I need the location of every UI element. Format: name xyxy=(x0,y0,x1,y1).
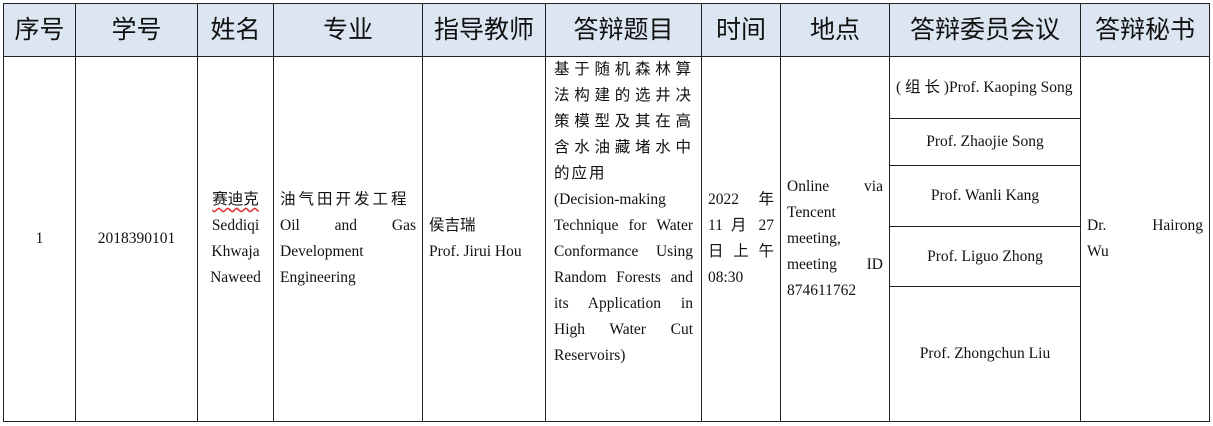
cell-major: 油气田开发工程 Oil and Gas Development Engineer… xyxy=(273,56,423,422)
major-en: Oil and Gas Development Engineering xyxy=(280,217,416,286)
advisor-cn: 侯吉瑞 xyxy=(429,217,476,234)
committee-member: ( 组 长 )Prof. Kaoping Song xyxy=(889,56,1081,119)
committee-row: Prof. Zhaojie Song xyxy=(4,118,1210,166)
header-student-id: 学号 xyxy=(75,3,198,57)
header-time: 时间 xyxy=(701,3,781,57)
table-row: 1 2018390101 赛迪克 Seddiqi Khwaja Naweed 油… xyxy=(3,56,1210,422)
major-cn: 油气田开发工程 xyxy=(280,191,410,208)
committee-member: Prof. Zhongchun Liu xyxy=(889,286,1081,422)
defense-schedule-table: 序号 学号 姓名 专业 指导教师 答辩题目 时间 地点 答辩委员会议 答辩秘书 … xyxy=(3,3,1210,422)
header-secretary: 答辩秘书 xyxy=(1080,3,1210,57)
topic-cn: 基于随机森林算法构建的选井决策模型及其在高含水油藏堵水中的应用 xyxy=(554,61,693,182)
committee-row: Prof. Wanli Kang xyxy=(4,165,1210,227)
committee-member: Prof. Zhaojie Song xyxy=(889,118,1081,166)
cell-index: 1 xyxy=(3,56,76,422)
header-advisor: 指导教师 xyxy=(422,3,546,57)
cell-name: 赛迪克 Seddiqi Khwaja Naweed xyxy=(197,56,274,422)
cell-topic: 基于随机森林算法构建的选井决策模型及其在高含水油藏堵水中的应用 (Decisio… xyxy=(545,56,702,422)
header-index: 序号 xyxy=(3,3,76,57)
committee-member: Prof. Wanli Kang xyxy=(889,165,1081,227)
header-major: 专业 xyxy=(273,3,423,57)
cell-advisor: 侯吉瑞 Prof. Jirui Hou xyxy=(422,56,546,422)
name-en: Seddiqi Khwaja Naweed xyxy=(210,217,261,286)
cell-time: 2022 年 11 月 27 日上午 08:30 xyxy=(701,56,781,422)
cell-secretary: Dr. Hairong Wu xyxy=(1080,56,1210,422)
committee-member: Prof. Liguo Zhong xyxy=(889,226,1081,287)
cell-location: Online via Tencent meeting, meeting ID 8… xyxy=(780,56,890,422)
name-cn: 赛迪克 xyxy=(212,191,259,208)
header-committee: 答辩委员会议 xyxy=(889,3,1081,57)
cell-student-id: 2018390101 xyxy=(75,56,198,422)
advisor-en: Prof. Jirui Hou xyxy=(429,243,522,260)
header-row: 序号 学号 姓名 专业 指导教师 答辩题目 时间 地点 答辩委员会议 答辩秘书 xyxy=(3,3,1210,57)
topic-en: (Decision-making Technique for Water Con… xyxy=(554,191,693,364)
header-name: 姓名 xyxy=(197,3,274,57)
header-location: 地点 xyxy=(780,3,890,57)
header-topic: 答辩题目 xyxy=(545,3,702,57)
committee-row: Prof. Zhongchun Liu xyxy=(4,286,1210,422)
